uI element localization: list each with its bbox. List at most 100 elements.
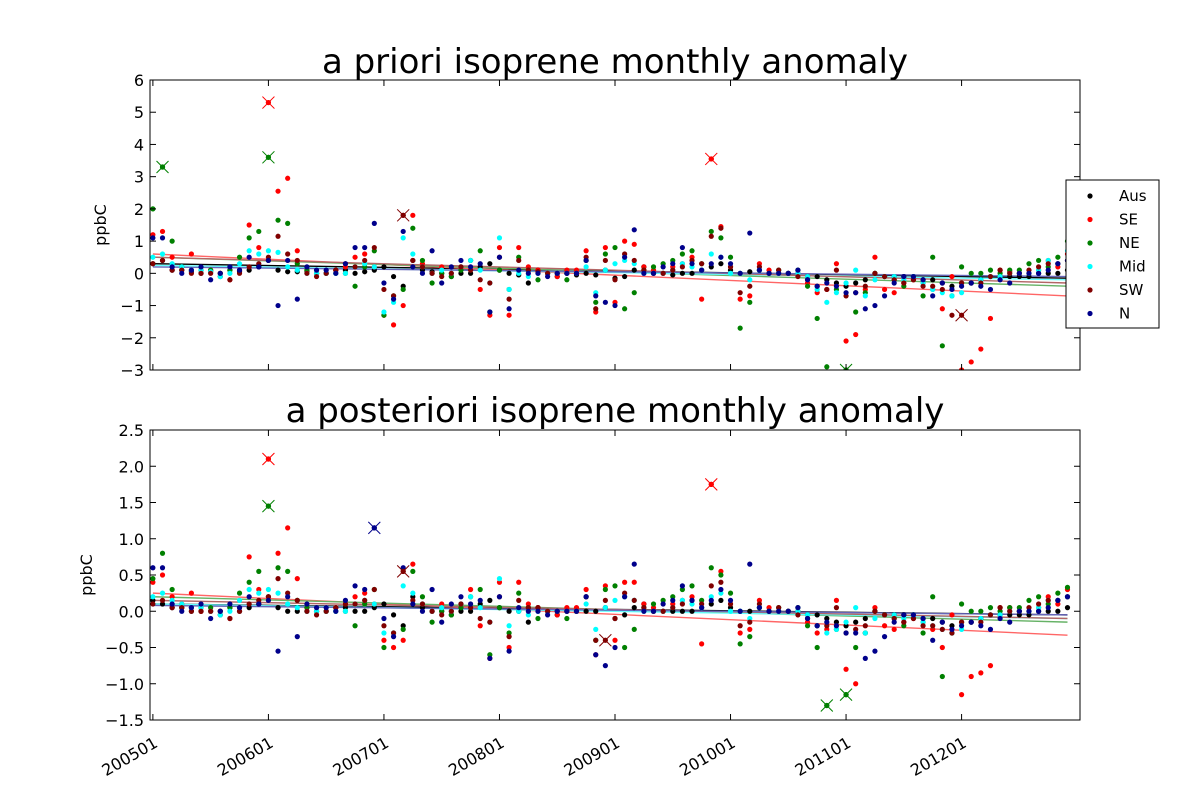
apriori-point-se (881, 286, 888, 293)
aposteriori-point-mid (689, 601, 695, 607)
apriori-point-se (390, 322, 397, 328)
aposteriori-point-n (843, 630, 849, 636)
apriori-point-n (997, 277, 1003, 283)
aposteriori-point-ne (804, 623, 811, 629)
apriori-point-ne (718, 235, 724, 241)
apriori-point-n (978, 283, 984, 289)
apriori-point-aus (390, 273, 397, 280)
apriori-point-n (631, 227, 637, 233)
aposteriori-point-aus (727, 605, 734, 611)
aposteriori-point-n (776, 608, 782, 614)
aposteriori-point-n (949, 626, 955, 632)
aposteriori-point-n (256, 601, 262, 607)
aposteriori-point-ne (679, 586, 685, 593)
aposteriori-point-se (352, 594, 358, 600)
apriori-point-ne (612, 244, 618, 251)
apriori-point-sw (901, 280, 907, 286)
apriori-point-ne (1026, 261, 1032, 267)
aposteriori-point-ne (1007, 605, 1013, 611)
apriori-y-tick-label: −2 (120, 329, 144, 348)
apriori-point-sw (371, 244, 377, 251)
apriori-point-mid (467, 257, 474, 264)
aposteriori-point-ne (1026, 597, 1032, 603)
apriori-point-ne (737, 325, 743, 331)
apriori-plot-area: −3 −2 −1 0 1 2 3 4 5 6 (120, 71, 1081, 380)
aposteriori-point-ne (381, 644, 387, 651)
aposteriori-point-n (236, 605, 243, 611)
aposteriori-point-mid (159, 590, 166, 596)
apriori-panel: a priori isoprene monthly anomaly ppbC −… (91, 42, 1081, 380)
aposteriori-point-n (939, 619, 945, 625)
aposteriori-point-aus (150, 597, 156, 603)
aposteriori-point-n (785, 608, 791, 614)
aposteriori-point-se (699, 641, 705, 647)
aposteriori-point-sw (1045, 597, 1051, 603)
aposteriori-point-ne (958, 601, 965, 607)
aposteriori-point-n (1036, 608, 1042, 614)
apriori-point-sw (872, 270, 878, 276)
aposteriori-point-sw (901, 619, 907, 625)
apriori-point-se (362, 251, 368, 257)
aposteriori-point-se (958, 692, 965, 698)
aposteriori-point-n (631, 561, 637, 567)
apriori-point-sw (612, 277, 618, 283)
apriori-point-n (987, 286, 994, 293)
aposteriori-point-sw (516, 597, 522, 603)
aposteriori-point-aus (487, 597, 493, 603)
apriori-point-sw (930, 283, 936, 289)
aposteriori-point-aus (159, 601, 166, 607)
aposteriori-point-sw (1007, 608, 1013, 614)
apriori-point-sw (920, 283, 926, 289)
apriori-point-n (487, 309, 493, 315)
aposteriori-point-aus (593, 608, 599, 614)
aposteriori-point-ne (535, 615, 541, 622)
aposteriori-point-n (467, 601, 474, 607)
aposteriori-point-aus (718, 597, 724, 603)
aposteriori-point-sw (208, 608, 214, 614)
aposteriori-highlight-marker-se (704, 478, 718, 491)
legend-marker-aus (1087, 193, 1093, 199)
aposteriori-point-mid (593, 626, 599, 632)
aposteriori-point-sw (862, 623, 868, 629)
aposteriori-point-sw (150, 601, 156, 607)
apriori-point-mid (949, 293, 955, 299)
apriori-point-ne (246, 235, 252, 241)
aposteriori-point-se (891, 626, 897, 632)
aposteriori-point-mid (342, 608, 349, 614)
aposteriori-point-se (256, 586, 262, 593)
apriori-point-se (410, 212, 416, 218)
apriori-point-aus (506, 270, 512, 276)
aposteriori-point-se (400, 637, 406, 643)
aposteriori-point-ne (275, 565, 281, 571)
aposteriori-point-mid (978, 615, 984, 622)
aposteriori-point-se (718, 568, 724, 574)
aposteriori-point-se (188, 590, 194, 596)
apriori-point-n (448, 264, 454, 270)
apriori-point-n (390, 296, 397, 302)
aposteriori-point-se (843, 666, 849, 672)
aposteriori-point-sw (227, 615, 233, 622)
aposteriori-highlight-marker-n (367, 521, 381, 535)
aposteriori-point-aus (747, 608, 753, 614)
aposteriori-point-aus (352, 608, 358, 614)
aposteriori-point-sw (313, 612, 320, 618)
aposteriori-point-n (159, 565, 166, 571)
apriori-point-aus (285, 269, 291, 275)
aposteriori-point-n (891, 619, 897, 625)
aposteriori-point-n (525, 608, 531, 614)
apriori-point-mid (236, 261, 243, 267)
aposteriori-point-se (650, 605, 657, 611)
aposteriori-highlight-marker-sw (599, 633, 612, 647)
aposteriori-point-sw (756, 601, 763, 607)
legend-label-aus: Aus (1119, 187, 1147, 205)
apriori-point-se (169, 254, 175, 260)
aposteriori-point-n (795, 605, 801, 611)
apriori-point-se (737, 296, 743, 302)
aposteriori-point-aus (843, 623, 849, 629)
apriori-point-aus (689, 270, 695, 276)
aposteriori-point-sw (612, 615, 618, 622)
aposteriori-point-sw (188, 608, 194, 614)
aposteriori-point-n (294, 634, 300, 640)
aposteriori-point-aus (833, 619, 840, 625)
